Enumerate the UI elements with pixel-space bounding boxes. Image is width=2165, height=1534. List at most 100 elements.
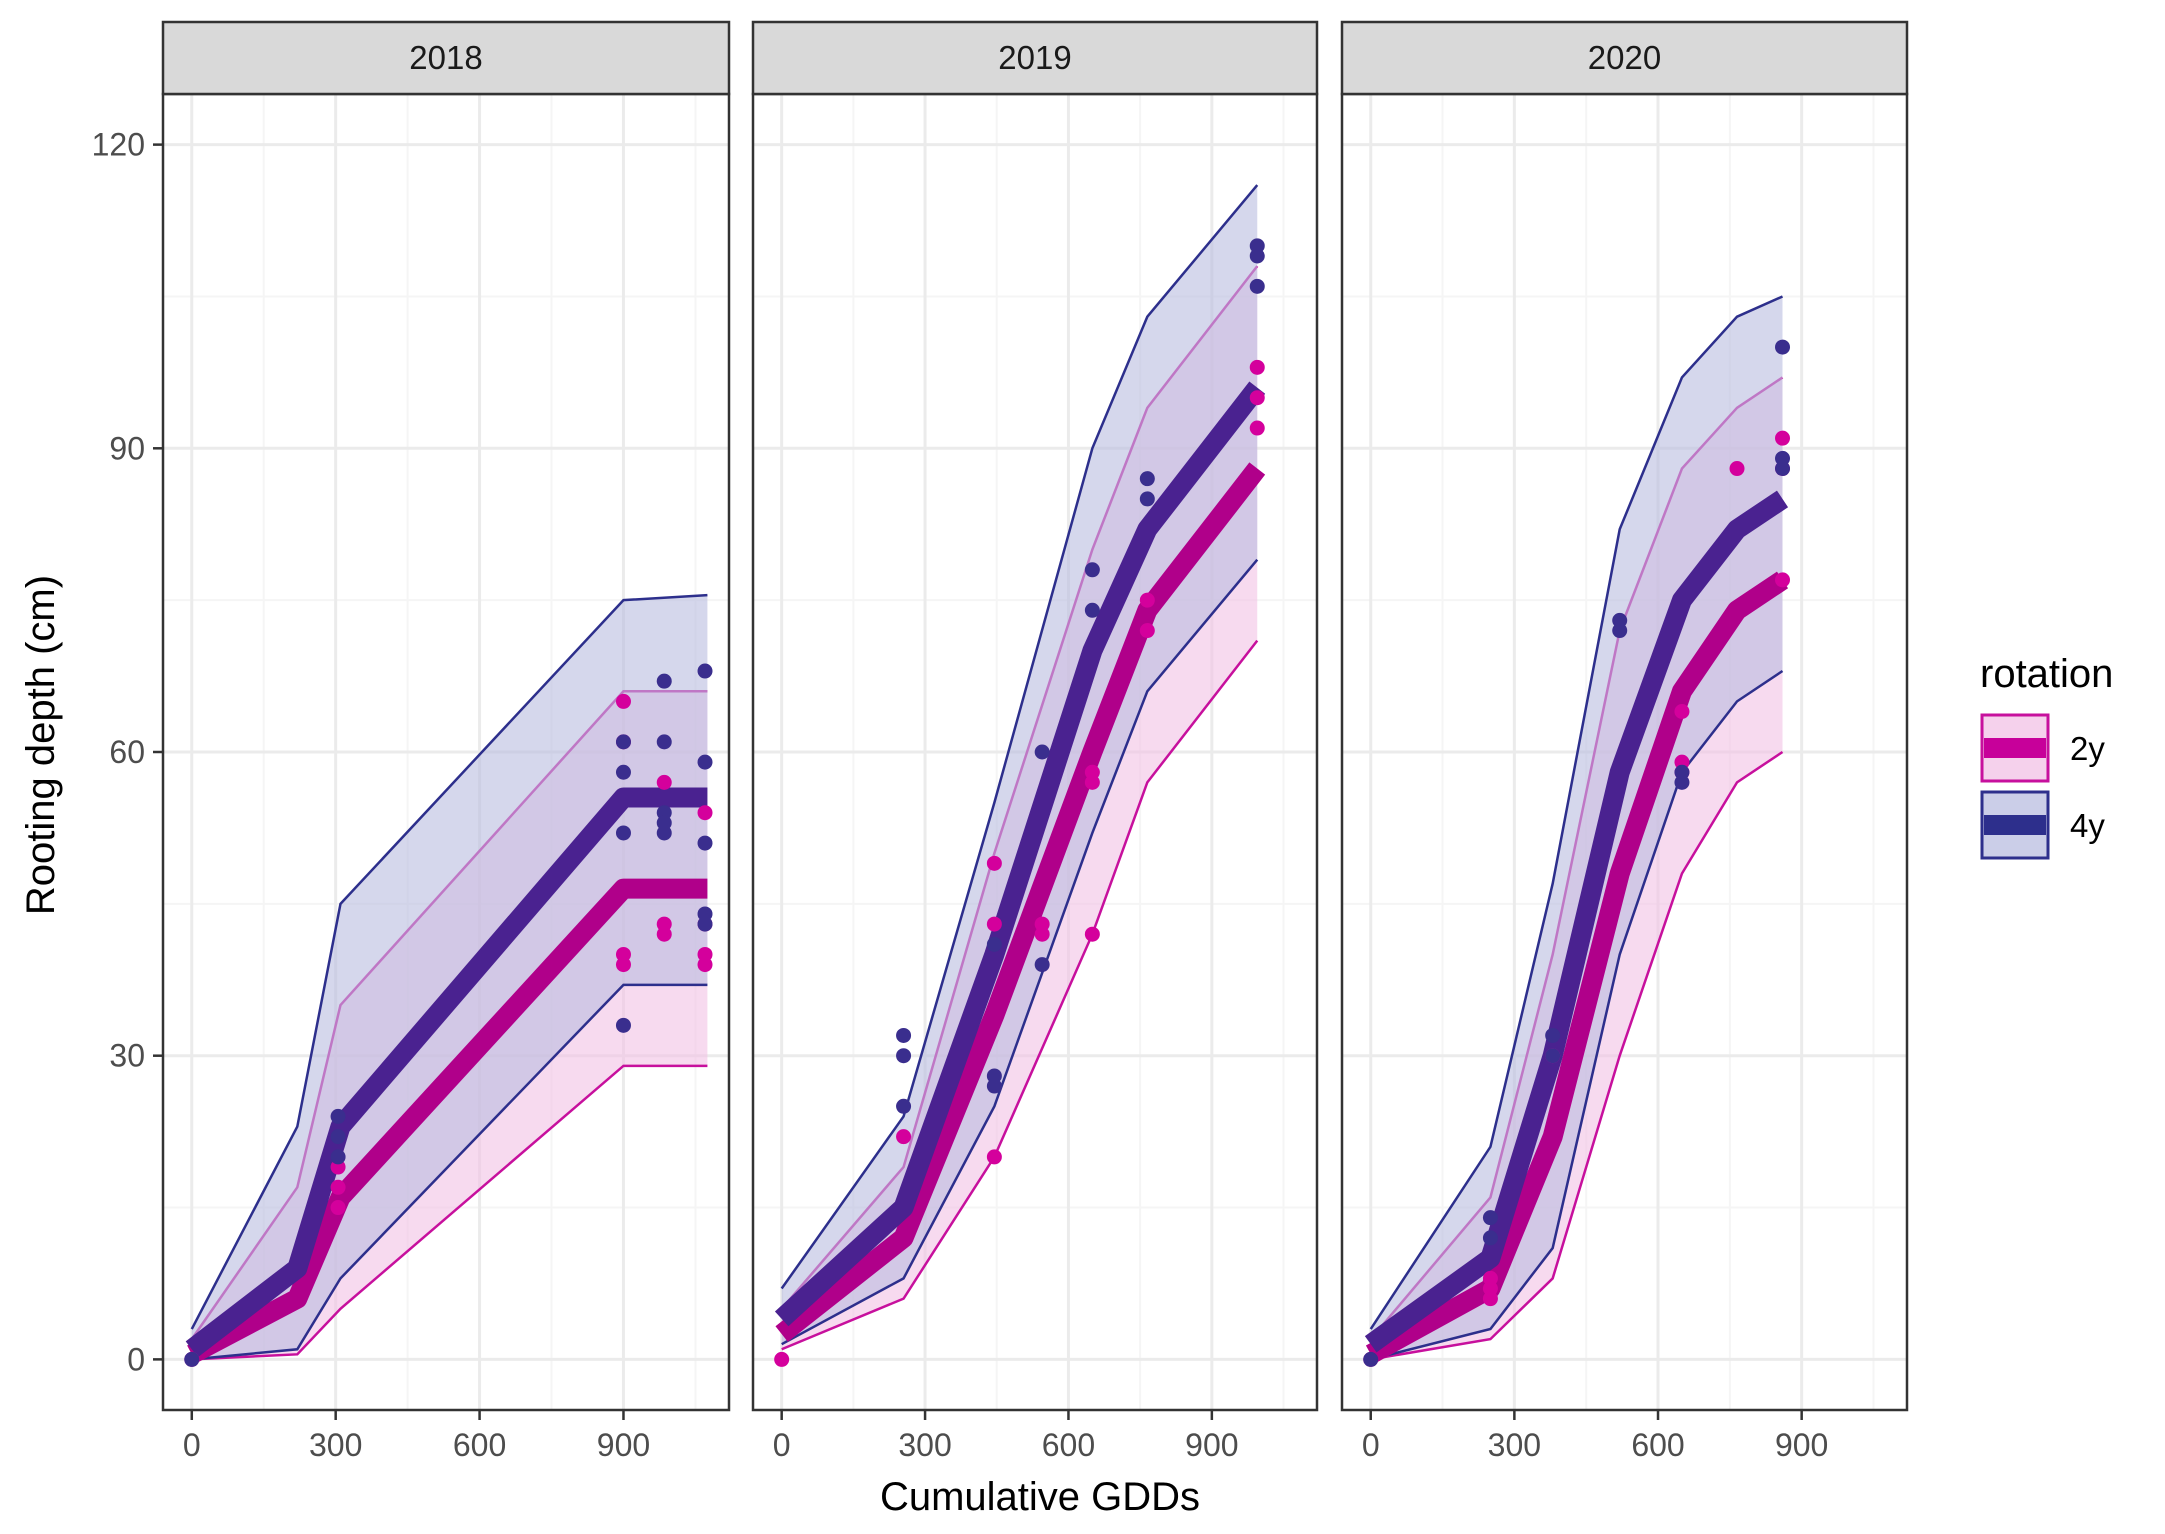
- data-point-4y: [697, 754, 713, 770]
- data-point-2y: [615, 693, 631, 709]
- data-point-2y: [697, 957, 713, 973]
- data-point-2y: [330, 1179, 346, 1195]
- facet-strip-label: 2019: [998, 39, 1071, 76]
- legend-label-4y: 4y: [2070, 807, 2105, 844]
- x-tick-label: 900: [1775, 1427, 1828, 1463]
- data-point-4y: [615, 1017, 631, 1033]
- x-tick-label: 300: [309, 1427, 362, 1463]
- x-tick-label: 900: [597, 1427, 650, 1463]
- ribbon-upper-4y: [1369, 295, 1784, 1330]
- data-point-4y: [1034, 744, 1050, 760]
- ribbon-lower-4y: [1370, 669, 1784, 1361]
- data-point-4y: [330, 1108, 346, 1124]
- ribbon-lower-2y: [781, 639, 1259, 1351]
- data-point-4y: [1249, 248, 1265, 264]
- data-point-2y: [986, 916, 1002, 932]
- data-point-4y: [615, 734, 631, 750]
- data-point-4y: [697, 835, 713, 851]
- x-tick-label: 600: [453, 1427, 506, 1463]
- x-tick-label: 0: [773, 1427, 791, 1463]
- observations: [184, 663, 713, 1367]
- data-point-4y: [1545, 1048, 1561, 1064]
- panel-2019: 2019: [751, 20, 1319, 1412]
- data-point-4y: [656, 673, 672, 689]
- facet-strip: [161, 20, 731, 96]
- data-point-2y: [1034, 926, 1050, 942]
- data-point-4y: [1084, 602, 1100, 618]
- data-point-2y: [1249, 420, 1265, 436]
- data-point-4y: [656, 734, 672, 750]
- data-point-2y: [697, 805, 713, 821]
- data-point-2y: [896, 1129, 912, 1145]
- data-point-2y: [986, 1149, 1002, 1165]
- data-point-4y: [1249, 278, 1265, 294]
- fit-line-4y: [774, 381, 1266, 1327]
- observations: [1363, 339, 1791, 1367]
- legend-label-2y: 2y: [2070, 730, 2105, 767]
- x-tick-label: 900: [1185, 1427, 1238, 1463]
- fit-lines: [774, 381, 1266, 1342]
- data-point-4y: [1139, 471, 1155, 487]
- y-axis: 0 30 60 90 120: [92, 127, 163, 1377]
- data-point-2y: [656, 774, 672, 790]
- data-point-2y: [1249, 390, 1265, 406]
- ribbon-4y: [781, 185, 1258, 1345]
- data-point-4y: [896, 1027, 912, 1043]
- facet-strip-label: 2018: [409, 39, 482, 76]
- data-point-4y: [615, 764, 631, 780]
- y-tick-label: 90: [109, 430, 145, 466]
- x-tick-label: 600: [1042, 1427, 1095, 1463]
- ribbon-upper-4y: [190, 593, 708, 1330]
- data-point-2y: [1139, 592, 1155, 608]
- data-point-4y: [986, 1078, 1002, 1094]
- fit-line-4y: [185, 787, 708, 1358]
- data-point-4y: [1775, 339, 1791, 355]
- data-point-4y: [697, 916, 713, 932]
- facet-strip: [751, 20, 1319, 96]
- data-point-4y: [986, 936, 1002, 952]
- data-point-4y: [1034, 957, 1050, 973]
- data-point-2y: [1084, 926, 1100, 942]
- data-point-2y: [1674, 704, 1690, 720]
- ribbon-upper-4y: [780, 184, 1259, 1290]
- data-point-4y: [615, 825, 631, 841]
- data-point-2y: [1139, 623, 1155, 639]
- fit-lines: [185, 787, 708, 1364]
- data-point-4y: [1482, 1230, 1498, 1246]
- data-point-2y: [1729, 461, 1745, 477]
- fit-line-2y: [187, 878, 708, 1364]
- y-tick-label: 60: [109, 734, 145, 770]
- data-point-2y: [1775, 430, 1791, 446]
- ribbon-lower-2y: [191, 1064, 708, 1361]
- ribbon-4y: [1370, 296, 1783, 1360]
- y-tick-label: 120: [92, 127, 145, 163]
- facet-strip-label: 2020: [1588, 39, 1661, 76]
- data-point-2y: [1482, 1270, 1498, 1286]
- x-axis: 0 300 600 900 0 300 600 900 0 300 600 900: [183, 1410, 1828, 1463]
- facet-strip: [1340, 20, 1909, 96]
- data-point-4y: [1674, 774, 1690, 790]
- x-axis-title: Cumulative GDDs: [880, 1475, 1200, 1519]
- data-point-2y: [986, 855, 1002, 871]
- data-point-4y: [1139, 491, 1155, 507]
- data-point-4y: [1363, 1351, 1379, 1367]
- fit-line-4y: [1364, 490, 1789, 1353]
- y-tick-label: 30: [109, 1038, 145, 1074]
- data-point-2y: [330, 1200, 346, 1216]
- facet-panels: 2018 2019 2020: [161, 20, 1909, 1412]
- x-tick-label: 300: [1488, 1427, 1541, 1463]
- data-point-4y: [1084, 562, 1100, 578]
- data-point-4y: [697, 663, 713, 679]
- data-point-4y: [656, 825, 672, 841]
- y-axis-title: Rooting depth (cm): [19, 575, 63, 915]
- data-point-2y: [615, 957, 631, 973]
- fit-line-2y: [775, 462, 1266, 1342]
- data-point-4y: [1775, 461, 1791, 477]
- data-point-2y: [1084, 774, 1100, 790]
- legend-title: rotation: [1980, 652, 2113, 696]
- observations: [774, 238, 1265, 1367]
- data-point-4y: [330, 1129, 346, 1145]
- data-point-4y: [896, 1048, 912, 1064]
- data-point-4y: [1482, 1210, 1498, 1226]
